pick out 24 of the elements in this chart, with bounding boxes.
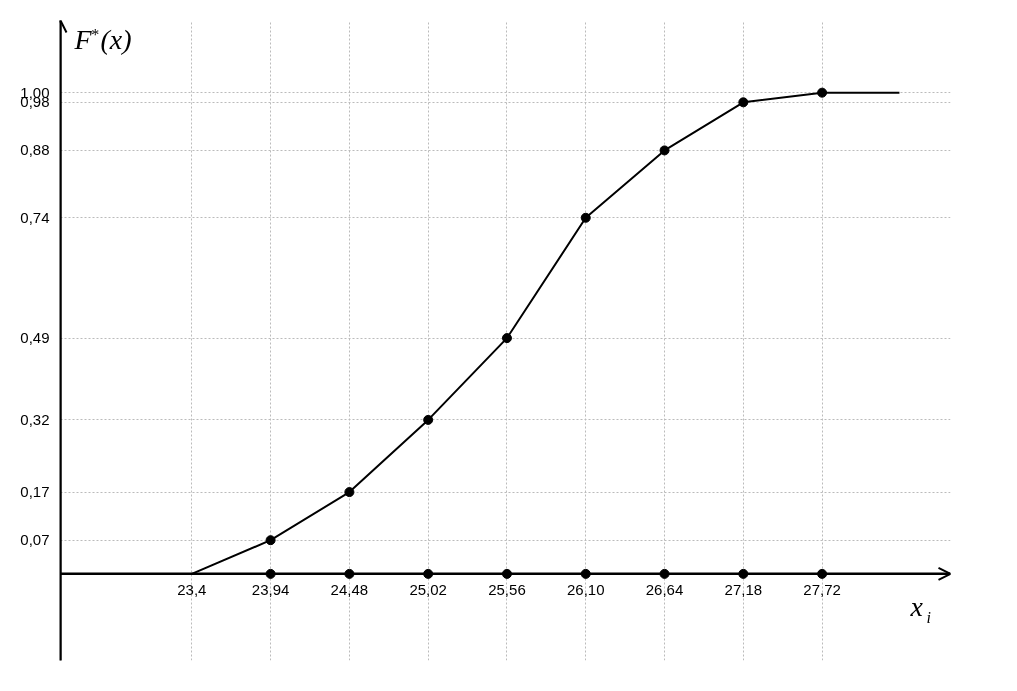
y-tick-label: 0,32 xyxy=(20,410,50,428)
x-tick-label: 24,48 xyxy=(330,580,369,598)
x-tick-label: 26,10 xyxy=(566,580,605,598)
point xyxy=(265,535,276,546)
y-tick-label: 0,49 xyxy=(20,329,50,347)
y-axis-title: F*(x) xyxy=(73,23,132,55)
point xyxy=(501,333,512,344)
y-tick-label: 0,74 xyxy=(20,208,50,226)
point xyxy=(580,212,591,223)
point xyxy=(344,487,355,498)
x-tick-label: 23,4 xyxy=(177,580,207,598)
x-tick-label: 27,18 xyxy=(724,580,763,598)
point xyxy=(738,97,749,108)
x-tick-label: 25,02 xyxy=(409,580,447,598)
point xyxy=(817,87,828,98)
x-tick-label: 27,72 xyxy=(803,580,841,598)
point xyxy=(423,414,434,425)
x-tick-label: 25,56 xyxy=(488,580,526,598)
x-tick-label: 26,64 xyxy=(645,580,684,598)
point xyxy=(659,145,670,156)
x-tick-label: 23,94 xyxy=(251,580,290,598)
y-tick-label: 0,17 xyxy=(20,483,50,501)
y-tick-label: 0,07 xyxy=(20,531,50,549)
y-tick-label: 0,88 xyxy=(20,141,50,159)
